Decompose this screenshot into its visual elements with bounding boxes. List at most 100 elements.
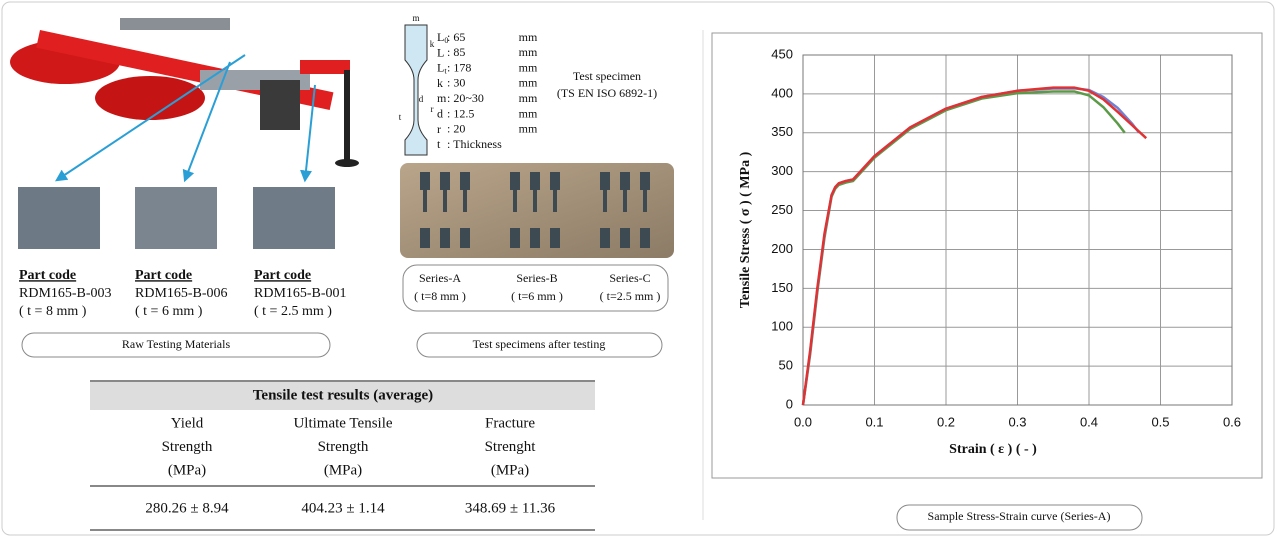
dim-symbol: t bbox=[437, 137, 441, 151]
specimen-piece bbox=[600, 172, 610, 190]
part-thickness: ( t = 8 mm ) bbox=[19, 304, 87, 319]
x-tick-label: 0.6 bbox=[1223, 414, 1241, 429]
y-tick-label: 250 bbox=[771, 202, 793, 217]
dim-symbol: m bbox=[437, 91, 447, 105]
specimen-piece bbox=[443, 190, 447, 212]
specimen-piece bbox=[463, 190, 467, 212]
dim-unit: mm bbox=[519, 45, 538, 59]
table-header: Yield bbox=[171, 415, 204, 431]
specimen-piece bbox=[420, 172, 430, 190]
specimen-piece bbox=[603, 190, 607, 212]
table-header: (MPa) bbox=[168, 462, 206, 478]
dim-value: : 85 bbox=[447, 45, 465, 59]
dim-symbol-text: k bbox=[437, 76, 443, 90]
specimen-piece bbox=[440, 172, 450, 190]
x-tick-label: 0.0 bbox=[794, 414, 812, 429]
dim-symbol-text: r bbox=[437, 122, 441, 136]
table-cell: 280.26 ± 8.94 bbox=[145, 500, 229, 516]
dim-value: : 20~30 bbox=[447, 91, 484, 105]
series-thickness: ( t=8 mm ) bbox=[414, 289, 466, 303]
y-tick-label: 200 bbox=[771, 241, 793, 256]
x-axis-label: Strain ( ε ) ( - ) bbox=[949, 442, 1037, 457]
drawing-label: m bbox=[412, 13, 419, 23]
part-photo bbox=[253, 187, 335, 249]
y-tick-label: 400 bbox=[771, 85, 793, 100]
dim-symbol-text: m bbox=[437, 91, 447, 105]
y-tick-label: 450 bbox=[771, 46, 793, 61]
stress-strain-line bbox=[801, 86, 1148, 406]
specimen-piece bbox=[620, 172, 630, 190]
y-axis-label: Tensile Stress ( σ ) ( MPa ) bbox=[738, 151, 753, 308]
table-header: Fracture bbox=[485, 415, 535, 431]
specimen-piece bbox=[550, 228, 560, 248]
y-tick-label: 0 bbox=[786, 396, 793, 411]
dim-unit: mm bbox=[519, 91, 538, 105]
caption-pill bbox=[416, 332, 663, 358]
dim-subscript: 0 bbox=[444, 36, 448, 45]
specimen-piece bbox=[640, 228, 650, 248]
dim-unit: mm bbox=[519, 60, 538, 74]
table-header: Strenght bbox=[485, 439, 537, 455]
dim-unit: mm bbox=[519, 106, 538, 120]
caption: Raw Testing Materials bbox=[122, 337, 231, 351]
specimen-piece bbox=[643, 190, 647, 212]
x-tick-label: 0.2 bbox=[937, 414, 955, 429]
y-tick-label: 300 bbox=[771, 163, 793, 178]
part-thickness: ( t = 6 mm ) bbox=[135, 304, 203, 319]
caption: Test specimens after testing bbox=[473, 337, 606, 351]
specimen-drawing bbox=[404, 24, 428, 156]
caption-pill bbox=[896, 504, 1143, 531]
series-name: Series-A bbox=[419, 271, 461, 285]
drawing-label: r bbox=[431, 104, 434, 114]
specimen-standard: (TS EN ISO 6892-1) bbox=[557, 86, 657, 100]
specimen-piece bbox=[530, 228, 540, 248]
specimen-piece bbox=[640, 172, 650, 190]
dim-symbol-text: d bbox=[437, 106, 443, 120]
part-code: RDM165-B-006 bbox=[135, 286, 228, 301]
dim-symbol: L bbox=[437, 45, 444, 59]
specimen-piece bbox=[420, 228, 430, 248]
dim-symbol-text: L bbox=[437, 30, 444, 44]
dim-symbol-text: L bbox=[437, 45, 444, 59]
drawing-label: d bbox=[419, 94, 424, 104]
dim-value: : 30 bbox=[447, 76, 465, 90]
drawing-label: k bbox=[430, 39, 435, 49]
specimen-piece bbox=[460, 172, 470, 190]
specimen-title: Test specimen bbox=[573, 69, 641, 83]
table-title-bg bbox=[90, 382, 595, 410]
specimen-piece bbox=[623, 190, 627, 212]
part-thickness: ( t = 2.5 mm ) bbox=[254, 304, 332, 319]
x-tick-label: 0.3 bbox=[1008, 414, 1026, 429]
specimen-piece bbox=[533, 190, 537, 212]
part-label: Part code bbox=[254, 268, 311, 283]
specimen-piece bbox=[620, 228, 630, 248]
part-code: RDM165-B-003 bbox=[19, 286, 112, 301]
series-name: Series-B bbox=[516, 271, 557, 285]
x-tick-label: 0.1 bbox=[865, 414, 883, 429]
series-thickness: ( t=6 mm ) bbox=[511, 289, 563, 303]
dim-value: : Thickness bbox=[447, 137, 502, 151]
part-label: Part code bbox=[19, 268, 76, 283]
specimen-piece bbox=[510, 228, 520, 248]
dim-value: : 178 bbox=[447, 60, 471, 74]
y-tick-label: 350 bbox=[771, 124, 793, 139]
table-cell: 348.69 ± 11.36 bbox=[465, 500, 556, 516]
y-tick-label: 100 bbox=[771, 319, 793, 334]
dim-value: : 12.5 bbox=[447, 106, 474, 120]
table-header: (MPa) bbox=[324, 462, 362, 478]
table-cell: 404.23 ± 1.14 bbox=[301, 500, 385, 516]
machine-illustration bbox=[10, 18, 359, 183]
part-code: RDM165-B-001 bbox=[254, 286, 347, 301]
specimen-piece bbox=[440, 228, 450, 248]
caption: Sample Stress-Strain curve (Series-A) bbox=[928, 509, 1111, 523]
dim-subscript: t bbox=[444, 66, 447, 75]
x-tick-label: 0.5 bbox=[1151, 414, 1169, 429]
series-thickness: ( t=2.5 mm ) bbox=[600, 289, 661, 303]
dim-symbol-text: L bbox=[437, 60, 444, 74]
table-header: (MPa) bbox=[491, 462, 529, 478]
dim-symbol: k bbox=[437, 76, 443, 90]
drawing-label: t bbox=[399, 112, 402, 122]
dim-value: : 20 bbox=[447, 122, 465, 136]
specimen-piece bbox=[423, 190, 427, 212]
